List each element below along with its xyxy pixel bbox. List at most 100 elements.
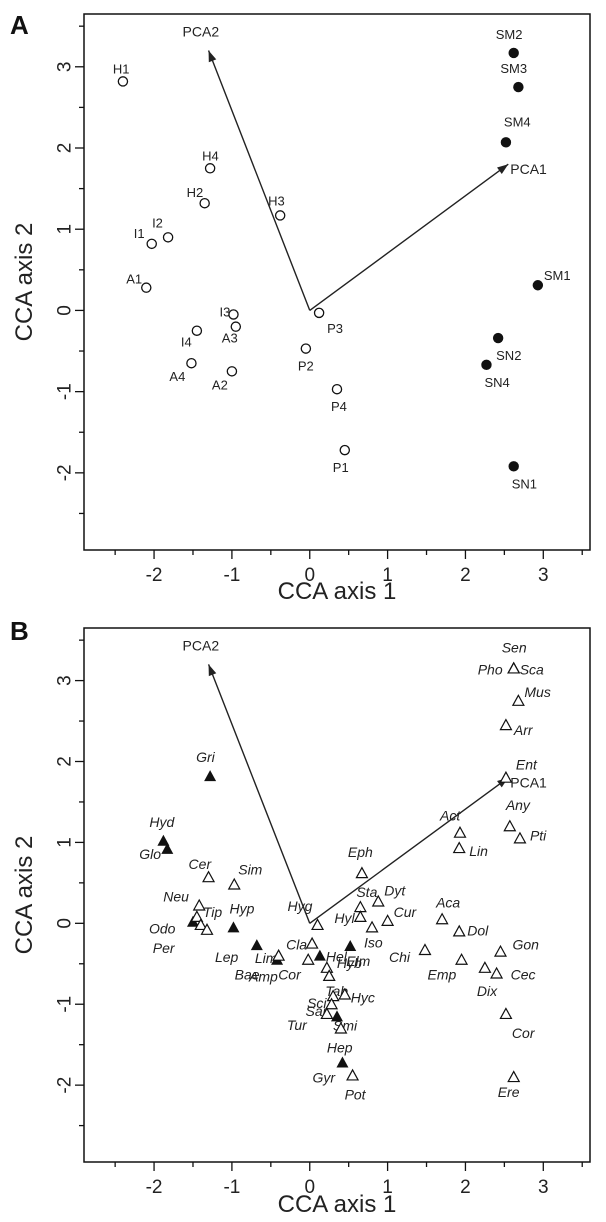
point-label: H2 xyxy=(187,185,204,200)
y-tick-label: 3 xyxy=(55,675,76,686)
x-tick-label: 1 xyxy=(382,565,393,586)
vector-label: PCA1 xyxy=(510,161,547,177)
data-point xyxy=(186,357,197,369)
point-label: Pot xyxy=(345,1086,367,1102)
point-label: Hep xyxy=(327,1040,353,1056)
data-point xyxy=(381,914,395,926)
panel-b: B -2 -1 0 1 2 3 -2 -1 0 1 2 3 PCA2 PCA1 Gri Hyd Glo Odo… xyxy=(10,616,591,1218)
point-label: Aca xyxy=(435,894,460,910)
data-point xyxy=(344,939,357,951)
point-label: SN2 xyxy=(496,348,521,363)
vector-pca1 xyxy=(309,777,509,924)
data-point xyxy=(250,939,263,951)
y-tick-label: 0 xyxy=(55,918,76,929)
data-point xyxy=(499,770,513,783)
point-label: Pho xyxy=(478,661,503,677)
data-point xyxy=(371,894,385,907)
x-tick-label: 0 xyxy=(304,565,315,586)
data-point xyxy=(325,997,339,1010)
data-point xyxy=(192,898,206,911)
point-label: Tip xyxy=(203,904,223,920)
point-label: Sta xyxy=(356,884,377,900)
y-tick-label: -1 xyxy=(55,383,76,400)
point-label: Hyl xyxy=(334,910,355,926)
point-label: I1 xyxy=(134,226,145,241)
point-label: Ent xyxy=(516,757,538,773)
point-label: Dol xyxy=(467,922,489,938)
data-point xyxy=(320,1007,334,1020)
point-label: H3 xyxy=(268,193,285,208)
point-label: SN1 xyxy=(512,476,537,491)
point-label: Hyb xyxy=(337,955,362,971)
data-point xyxy=(274,210,286,221)
point-label: P2 xyxy=(298,359,314,374)
data-point xyxy=(507,1070,521,1083)
point-label: SN4 xyxy=(484,375,509,390)
data-point xyxy=(365,920,379,933)
data-point xyxy=(508,47,519,59)
data-point xyxy=(452,841,466,854)
point-label: I3 xyxy=(219,304,230,319)
ticks-a: -2 -1 0 1 2 3 -2 -1 0 1 2 3 xyxy=(55,25,583,586)
point-label: Any xyxy=(505,797,531,813)
point-label: Ere xyxy=(498,1084,520,1100)
vectors-b: PCA2 PCA1 xyxy=(183,637,547,924)
point-label: Hel xyxy=(326,949,348,965)
y-tick-label: -1 xyxy=(55,996,76,1013)
point-label: Dix xyxy=(477,983,498,999)
x-tick-label: 2 xyxy=(460,1177,471,1198)
data-point xyxy=(190,910,204,922)
data-point xyxy=(191,325,203,336)
point-label: Cer xyxy=(189,856,213,872)
data-point xyxy=(300,343,312,354)
point-label: SM4 xyxy=(504,114,531,129)
point-label: Emp xyxy=(428,967,457,983)
point-label: Hyc xyxy=(351,990,375,1006)
data-point xyxy=(320,961,334,973)
point-label: Lep xyxy=(215,949,239,965)
point-label: SM2 xyxy=(496,27,523,42)
panel-letter-b: B xyxy=(10,616,29,646)
vector-label: PCA1 xyxy=(510,775,547,791)
point-label: H1 xyxy=(113,61,130,76)
data-point xyxy=(311,918,325,931)
data-point xyxy=(418,943,432,956)
x-tick-label: -2 xyxy=(146,1177,163,1198)
data-point xyxy=(157,834,170,846)
vector-arrowhead xyxy=(497,164,509,174)
point-label: Tur xyxy=(287,1017,308,1033)
data-point xyxy=(227,921,240,933)
data-point xyxy=(490,966,504,979)
y-tick-label: 2 xyxy=(55,143,76,154)
data-point xyxy=(453,825,467,838)
point-label: SM3 xyxy=(500,61,527,76)
point-label: Cec xyxy=(511,966,536,982)
point-label: P3 xyxy=(327,321,343,336)
y-tick-label: 1 xyxy=(55,837,76,848)
data-point xyxy=(346,1068,360,1081)
data-point xyxy=(508,461,519,472)
point-label: A3 xyxy=(222,331,238,346)
x-tick-label: 2 xyxy=(460,565,471,586)
data-point xyxy=(513,831,527,844)
data-point xyxy=(338,987,352,1000)
data-point xyxy=(452,924,466,937)
data-point xyxy=(478,961,492,973)
point-label: Cur xyxy=(394,904,418,920)
data-point xyxy=(141,282,152,293)
point-label: Gri xyxy=(196,749,216,765)
x-tick-label: 3 xyxy=(538,1177,549,1198)
data-point xyxy=(455,952,469,965)
y-tick-label: -2 xyxy=(55,464,76,481)
point-label: Odo xyxy=(149,921,176,937)
point-label: Lim xyxy=(255,950,278,966)
data-point xyxy=(503,819,517,832)
data-point xyxy=(481,359,492,371)
point-label: Cor xyxy=(278,967,302,983)
point-label: H4 xyxy=(202,148,219,163)
data-point xyxy=(194,918,208,931)
data-point xyxy=(161,842,174,854)
point-label: Sim xyxy=(238,861,262,877)
panel-a: A -2 -1 0 1 2 3 -2 -1 0 1 2 3 PCA2 PCA1 H1 H4 H2 H3 I1 I2… xyxy=(10,10,591,605)
